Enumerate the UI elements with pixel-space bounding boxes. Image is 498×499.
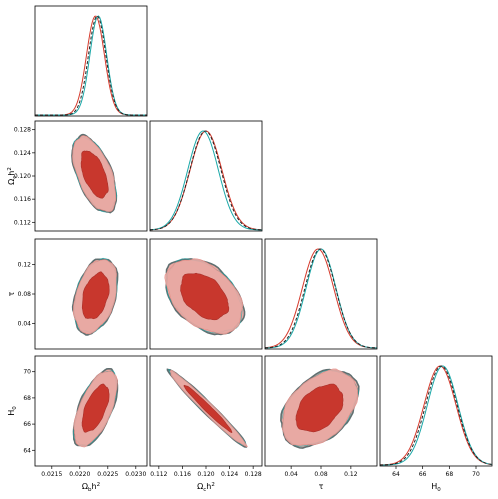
x-tick-label: 0.04 <box>284 471 298 478</box>
marginal-curve-red-ombh2 <box>35 15 147 116</box>
x-tick-label: 0.116 <box>174 471 191 478</box>
joint-panel-ombh2-omch2 <box>34 120 148 232</box>
x-tick-label: 0.0220 <box>69 471 90 478</box>
contour-68 <box>81 383 110 433</box>
axis-label-omch2: Ωch2 <box>197 482 215 493</box>
x-tick-label: 0.128 <box>245 471 262 478</box>
x-tick-label: 0.0215 <box>41 471 62 478</box>
contour-68 <box>80 150 109 199</box>
y-tick-label: 0.04 <box>18 320 32 327</box>
x-tick-label: 0.120 <box>197 471 214 478</box>
marginal-curve-dashed-H0 <box>379 365 493 466</box>
x-tick-label: 0.12 <box>344 471 358 478</box>
joint-panel-ombh2-tau <box>34 238 148 350</box>
joint-panel-tau-H0 <box>264 355 378 467</box>
joint-panel-ombh2-H0 <box>34 355 148 467</box>
marginal-curve-cyan-ombh2 <box>35 15 147 116</box>
y-tick-label: 0.120 <box>14 173 31 180</box>
marginal-curve-red-H0 <box>379 365 493 466</box>
contour-68 <box>180 272 230 321</box>
x-axis-tau: 0.04 0.08 0.12 τ <box>284 466 358 491</box>
marginal-panel-omch2 <box>149 120 263 232</box>
x-tick-label: 0.112 <box>150 471 167 478</box>
x-tick-label: 0.0230 <box>125 471 146 478</box>
y-axis-omch2: 0.112 0.116 0.120 0.124 0.128 Ωch2 <box>7 127 35 226</box>
y-tick-label: 0.128 <box>14 127 31 134</box>
y-tick-label: 0.116 <box>14 196 31 203</box>
marginal-curve-dashed-omch2 <box>149 130 263 231</box>
marginal-curve-cyan-tau <box>264 248 378 349</box>
marginal-panel-ombh2 <box>34 5 148 117</box>
axis-label-tau: τ <box>7 291 16 296</box>
x-tick-label: 64 <box>392 471 400 478</box>
x-tick-label: 0.08 <box>314 471 328 478</box>
y-tick-label: 66 <box>23 421 31 428</box>
y-tick-label: 70 <box>23 369 31 376</box>
axis-label-ombh2: Ωbh2 <box>82 482 100 493</box>
x-tick-label: 68 <box>446 471 454 478</box>
axis-label-H0: H0 <box>7 406 18 416</box>
contour-68 <box>183 384 233 433</box>
y-tick-label: 0.124 <box>14 150 31 157</box>
x-tick-label: 0.124 <box>221 471 238 478</box>
x-axis-ombh2: 0.0215 0.0220 0.0225 0.0230 Ωbh2 <box>41 466 146 493</box>
y-axis-H0: 64 66 68 70 H0 <box>7 369 35 454</box>
y-tick-label: 0.08 <box>18 291 32 298</box>
x-tick-label: 66 <box>419 471 427 478</box>
x-tick-label: 0.0225 <box>97 471 118 478</box>
marginal-panel-H0 <box>379 355 493 467</box>
y-tick-label: 0.112 <box>14 219 31 226</box>
marginal-curve-red-tau <box>264 248 378 349</box>
y-axis-tau: 0.04 0.08 0.12 τ <box>7 262 35 327</box>
marginal-curve-red-omch2 <box>149 130 263 231</box>
contour-68 <box>295 383 344 433</box>
x-axis-omch2: 0.112 0.116 0.120 0.124 0.128 Ωch2 <box>150 466 262 493</box>
contour-68 <box>81 271 110 320</box>
y-tick-label: 0.12 <box>18 262 32 269</box>
marginal-curve-cyan-omch2 <box>149 130 263 231</box>
marginal-curve-dashed-ombh2 <box>35 15 147 116</box>
joint-panel-omch2-tau <box>149 238 263 350</box>
joint-panel-omch2-H0 <box>149 355 263 467</box>
marginal-curve-cyan-H0 <box>379 365 493 466</box>
x-tick-label: 70 <box>472 471 480 478</box>
x-axis-H0: 64 66 68 70 H0 <box>392 466 480 493</box>
axis-label-tau: τ <box>319 482 324 491</box>
y-tick-label: 68 <box>23 395 31 402</box>
marginal-curve-dashed-tau <box>264 248 378 349</box>
marginal-panel-tau <box>264 238 378 350</box>
axis-label-omch2: Ωch2 <box>7 167 18 185</box>
y-tick-label: 64 <box>23 447 31 454</box>
axis-label-H0: H0 <box>431 482 441 493</box>
